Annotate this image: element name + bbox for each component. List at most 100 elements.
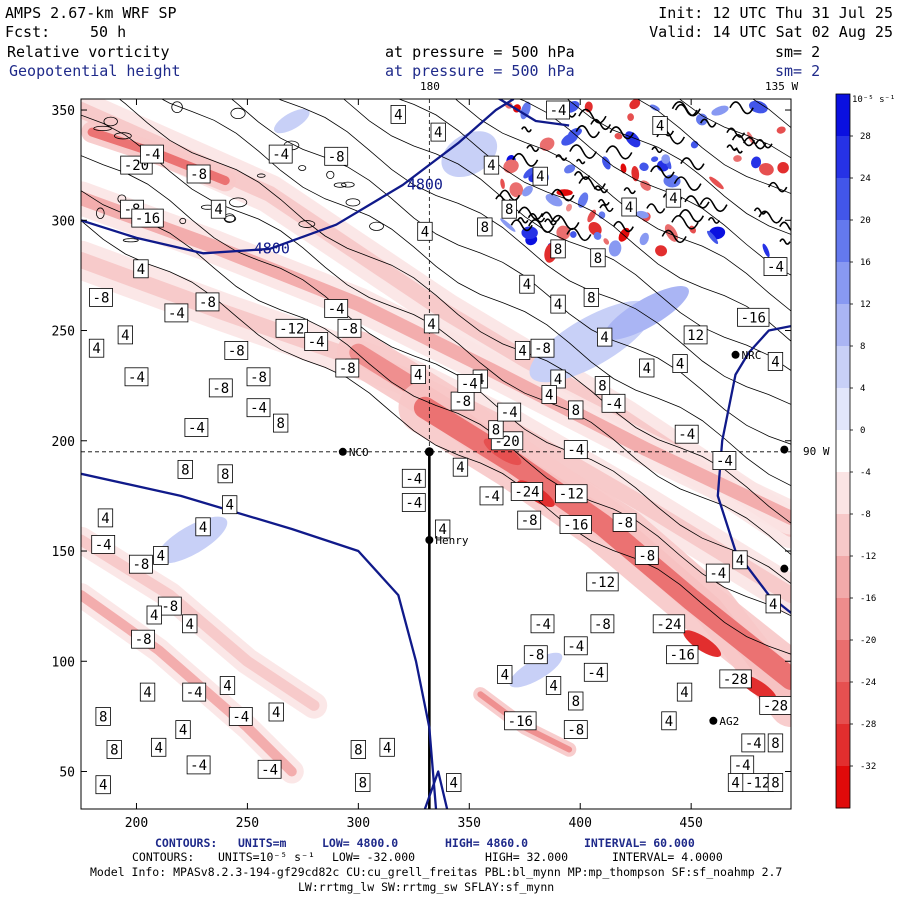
label-text: -4 [128,370,145,386]
label-text: 4 [643,361,651,377]
label-box [275,318,308,338]
label-text: 8 [572,403,580,419]
label-text: -4 [716,454,733,470]
label-text: -4 [232,709,249,725]
label-box [146,605,162,625]
vorticity-contour-label: 4 [117,325,133,345]
vorticity-contour-label: 8 [568,400,584,420]
label-box [430,122,446,142]
positive-vorticity-patch [441,131,498,178]
terrain-noise-contour [612,220,634,233]
label-box [182,682,207,702]
forecast-value: 50 h [90,23,127,41]
label-box [177,459,193,479]
vorticity-loop [229,197,248,208]
geopotential-height-contour [747,324,791,354]
vorticity-contour-label: 4 [639,358,655,378]
terrain-noise-cell [588,221,602,236]
vorticity-contour-label: -4 [546,100,570,120]
vorticity-contour [81,0,791,98]
terrain-noise-cell [522,185,533,197]
terrain-noise-contour [651,146,663,154]
label-box [550,369,566,389]
vorticity-contour-label: 8 [568,691,584,711]
label-box [546,100,570,120]
label-text: -8 [199,295,216,311]
label-box [510,482,544,501]
vorticity-contour-label: 4 [545,676,562,695]
vorticity-contour-label: 8 [95,707,111,726]
terrain-noise-cell [625,131,641,148]
vorticity-contour-label: 4 [219,676,236,695]
label-box [545,676,562,695]
label-text: 4 [427,317,435,333]
terrain-noise-cell [545,194,563,207]
terrain-noise-cell [639,232,649,246]
vorticity-contour-label: 4 [767,351,784,371]
label-box [246,398,271,418]
label-box [763,257,788,277]
station-marker [425,535,434,544]
colorbar-segment [836,430,850,473]
terrain-noise-cell [520,101,531,120]
label-text: 8 [276,416,284,432]
vorticity-contour-label: 4 [182,614,198,634]
label-box [550,239,566,259]
label-text: -4 [483,489,500,505]
label-box [434,519,451,539]
vorticity-contour-label: -16 [131,208,164,228]
label-box [597,327,613,347]
terrain-noise-contour [707,216,720,224]
label-box [106,740,122,759]
vorticity-contour-label: 4 [732,550,748,570]
label-text: 4 [656,118,664,134]
label-box [719,669,752,689]
vorticity-contour-label: -4 [182,682,207,702]
label-text: 4 [214,202,222,218]
vorticity-loop [122,238,139,243]
vorticity-contour-label: -8 [131,629,156,649]
label-box [583,287,599,307]
label-box [530,338,555,358]
label-text: -4 [567,443,584,459]
label-box [712,451,737,471]
vorticity-contour-label: -4 [530,614,555,634]
label-text: -24 [514,484,539,500]
label-box [741,733,766,753]
terrain-noise-contour [573,171,591,181]
label-text: -4 [144,147,161,163]
vorticity-contour-label: 4 [153,546,169,565]
label-box [124,367,149,387]
label-text: -4 [745,736,762,752]
colorbar-frame [835,93,851,809]
label-text: -12 [279,321,304,337]
vorticity-core [413,396,791,690]
label-box [767,733,784,753]
label-box [390,105,406,124]
colorbar-segment [836,346,850,389]
x-tick-label: 400 [568,816,591,831]
terrain-noise-contour [699,197,728,213]
vorticity-contour-label: 4 [765,594,781,614]
vorticity-contour-label: -12 [555,484,588,504]
vorticity-contour-label: 4 [417,221,433,241]
label-text: 4 [121,328,129,344]
vorticity-contour-label: -4 [140,144,164,164]
vorticity-contour-label: 4 [268,702,284,722]
label-text: -8 [93,290,110,306]
terrain-noise-cell [629,99,641,110]
label-box [175,720,191,739]
label-box [497,402,522,422]
label-text: 4 [394,107,402,123]
label-box [652,614,686,634]
vorticity-contour-label: -4 [601,393,626,413]
terrain-noise-contour [742,136,767,150]
positive-vorticity-patch [274,108,310,134]
label-text: 8 [771,776,779,792]
vorticity-contour-label: -8 [634,546,659,565]
field2-name: Geopotential height [9,62,181,80]
label-text: 8 [771,736,779,752]
label-box [563,440,588,460]
vorticity-contour-label: -4 [563,440,588,460]
